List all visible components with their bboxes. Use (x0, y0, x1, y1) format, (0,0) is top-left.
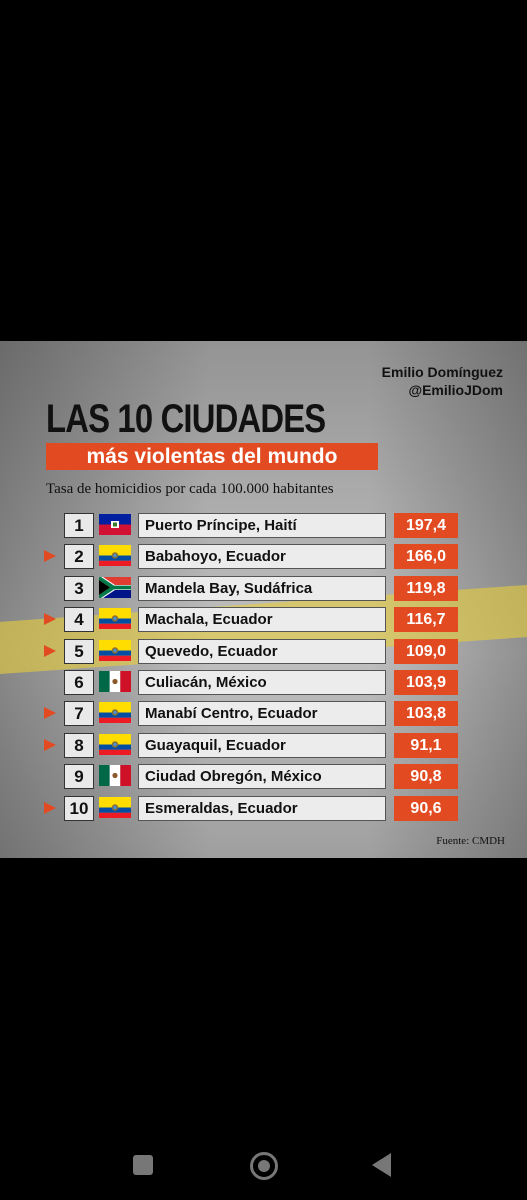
table-row: 10 Esmeraldas, Ecuador 90,6 (0, 795, 527, 822)
homicide-rate: 197,4 (394, 513, 458, 538)
homicide-rate: 90,8 (394, 764, 458, 790)
homicide-rate: 91,1 (394, 732, 458, 758)
author-handle: @EmilioJDom (408, 382, 503, 398)
table-row: 3 Mandela Bay, Sudáfrica 119,8 (0, 575, 527, 602)
ecuador-flag (99, 796, 131, 818)
rank-number: 4 (64, 607, 94, 633)
rank-number: 6 (64, 670, 94, 695)
author-name: Emilio Domínguez (381, 364, 503, 380)
city-name: Culiacán, México (138, 670, 386, 695)
title-line-2: más violentas del mundo (46, 443, 378, 470)
homicide-rate: 109,0 (394, 638, 458, 664)
square-icon[interactable] (133, 1155, 153, 1175)
highlight-arrow-icon (44, 613, 56, 626)
rank-number: 8 (64, 732, 94, 758)
rank-number: 1 (64, 513, 94, 538)
rank-number: 7 (64, 701, 94, 727)
triangle-back-icon[interactable] (372, 1153, 391, 1177)
rank-number: 3 (64, 575, 94, 601)
rank-number: 10 (64, 795, 94, 821)
table-row: 4 Machala, Ecuador 116,7 (0, 606, 527, 633)
subtitle: Tasa de homicidios por cada 100.000 habi… (46, 481, 334, 497)
mexico-flag (99, 671, 131, 692)
city-name: Puerto Príncipe, Haití (138, 513, 386, 538)
table-row: 5 Quevedo, Ecuador 109,0 (0, 638, 527, 665)
table-row: 9 Ciudad Obregón, México 90,8 (0, 763, 527, 790)
table-row: 8 Guayaquil, Ecuador 91,1 (0, 732, 527, 759)
table-row: 7 Manabí Centro, Ecuador 103,8 (0, 700, 527, 727)
highlight-arrow-icon (44, 550, 56, 563)
rank-number: 5 (64, 638, 94, 664)
south-africa-flag (99, 576, 131, 598)
haiti-flag (99, 514, 131, 535)
rank-number: 2 (64, 544, 94, 570)
highlight-arrow-icon (44, 707, 56, 720)
highlight-arrow-icon (44, 801, 56, 814)
table-row: 6 Culiacán, México 103,9 (0, 669, 527, 696)
city-name: Machala, Ecuador (138, 607, 386, 633)
title-line-1: LAS 10 CIUDADES (46, 397, 326, 441)
city-name: Babahoyo, Ecuador (138, 544, 386, 570)
city-name: Quevedo, Ecuador (138, 638, 386, 664)
table-row: 2 Babahoyo, Ecuador 166,0 (0, 543, 527, 570)
circle-icon[interactable] (250, 1152, 278, 1180)
city-name: Mandela Bay, Sudáfrica (138, 575, 386, 601)
mexico-flag (99, 765, 131, 787)
author-credit: Emilio Domínguez @EmilioJDom (382, 363, 503, 399)
highlight-arrow-icon (44, 738, 56, 751)
homicide-rate: 103,9 (394, 670, 458, 695)
homicide-rate: 103,8 (394, 701, 458, 727)
homicide-rate: 166,0 (394, 544, 458, 570)
infographic-card: Emilio Domínguez @EmilioJDom LAS 10 CIUD… (0, 341, 527, 858)
ecuador-flag (99, 733, 131, 755)
city-name: Guayaquil, Ecuador (138, 732, 386, 758)
city-name: Ciudad Obregón, México (138, 764, 386, 790)
ecuador-flag (99, 545, 131, 567)
android-navbar (0, 1130, 527, 1200)
homicide-rate: 90,6 (394, 795, 458, 821)
homicide-rate: 119,8 (394, 575, 458, 601)
source-note: Fuente: CMDH (436, 835, 505, 847)
ecuador-flag (99, 639, 131, 661)
ecuador-flag (99, 702, 131, 724)
city-name: Esmeraldas, Ecuador (138, 795, 386, 821)
ecuador-flag (99, 608, 131, 630)
homicide-rate: 116,7 (394, 607, 458, 633)
table-row: 1 Puerto Príncipe, Haití 197,4 (0, 512, 527, 539)
city-name: Manabí Centro, Ecuador (138, 701, 386, 727)
rank-number: 9 (64, 764, 94, 790)
highlight-arrow-icon (44, 644, 56, 657)
